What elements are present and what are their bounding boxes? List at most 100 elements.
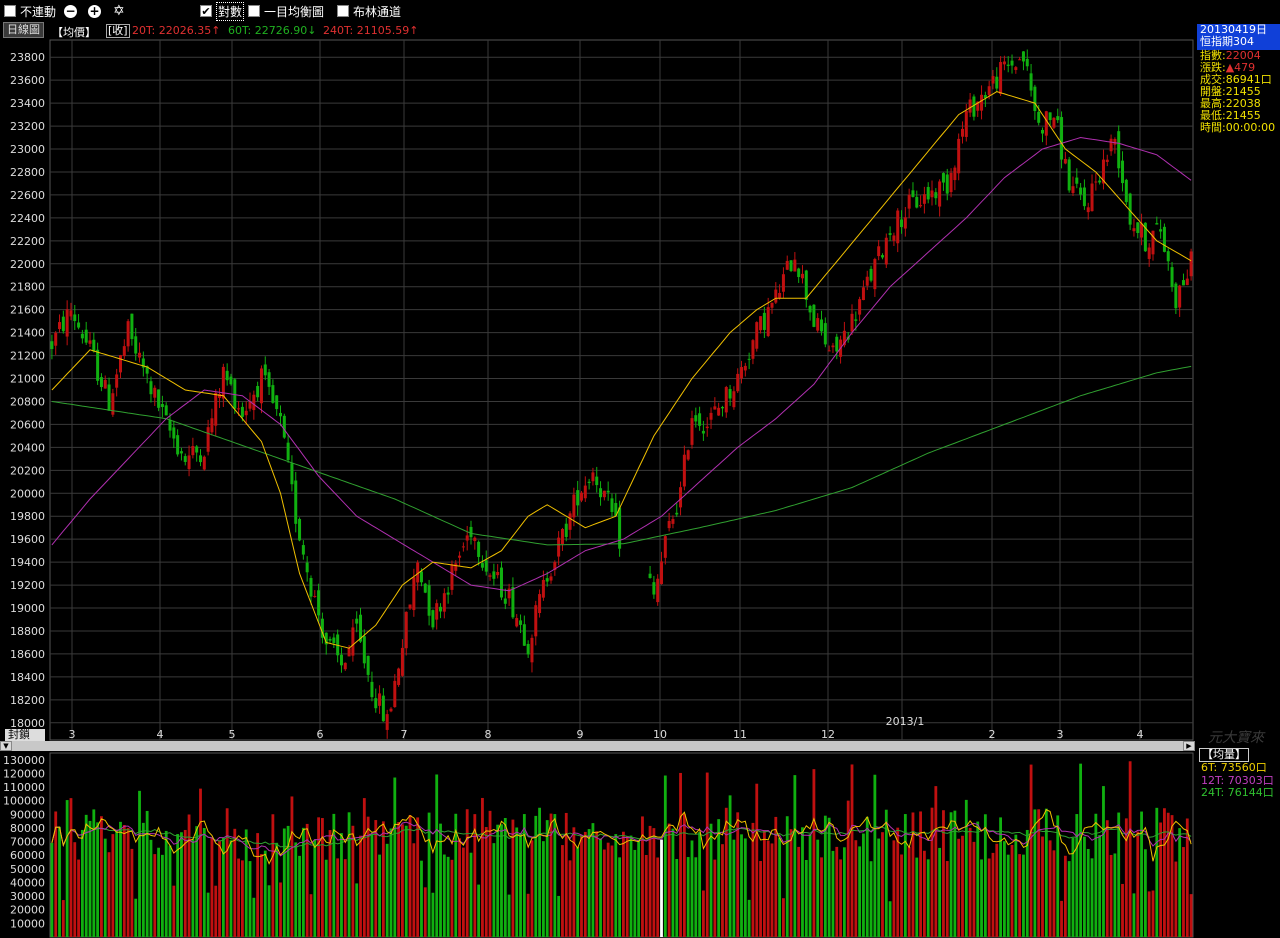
x-tick-label: 4 [1137, 728, 1144, 741]
log-scale-checkbox[interactable]: ✔ [200, 4, 212, 18]
candle-body [816, 318, 820, 331]
volume-bar [762, 829, 766, 937]
volume-chart[interactable]: 1000020000300004000050000600007000080000… [0, 751, 1195, 938]
candle-body [195, 446, 199, 453]
volume-bar [987, 858, 991, 937]
candle-body [663, 536, 667, 558]
candle-body [1010, 60, 1014, 66]
price-tick-label: 18000 [10, 717, 45, 730]
ichimoku-checkbox[interactable] [248, 5, 260, 17]
candle-body [355, 618, 359, 624]
close-price-toggle[interactable]: [收] [106, 24, 130, 38]
candle-body [210, 418, 214, 433]
candle-body [938, 181, 942, 207]
candle-body [732, 391, 736, 408]
x-tick-label: 5 [229, 728, 236, 741]
ichimoku-toggle[interactable]: 一目均衡圖 [248, 3, 324, 19]
minus-circle-icon[interactable]: − [64, 3, 77, 18]
volume-bar [454, 813, 458, 937]
candle-body [713, 406, 717, 410]
zoom-out-button[interactable]: − [64, 3, 77, 19]
gear-icon[interactable]: ✡ [113, 3, 125, 19]
quote-row-label: 時間: [1200, 121, 1226, 134]
ichimoku-label: 一目均衡圖 [264, 4, 325, 19]
candle-body [267, 372, 271, 387]
candle-body [290, 463, 294, 485]
log-scale-toggle[interactable]: ✔ 對數 [200, 1, 245, 21]
candle-body [812, 304, 816, 327]
tab-daily-chart[interactable]: 日線圖 [3, 22, 44, 38]
candle-body [153, 387, 157, 398]
candle-body [964, 110, 968, 137]
volume-bar [50, 842, 54, 937]
candle-body [854, 319, 858, 321]
candle-body [1178, 285, 1182, 308]
candle-body [835, 336, 839, 352]
volume-bar [427, 812, 431, 937]
candle-body [275, 395, 279, 410]
candle-body [911, 190, 915, 197]
candle-body [164, 405, 168, 416]
x-tick-label: 6 [317, 728, 324, 741]
candle-body [313, 595, 317, 597]
candle-body [587, 481, 591, 483]
volume-12-avg-line [51, 821, 1192, 857]
candle-body [279, 412, 283, 417]
lock-checkbox[interactable] [4, 5, 16, 17]
candle-body [225, 370, 229, 381]
settings-button[interactable]: ✡ [113, 3, 125, 19]
candle-body [1147, 247, 1151, 259]
ma20-readout: 20T: 22026.35↑ [132, 24, 221, 37]
volume-bar [576, 847, 580, 937]
candle-body [865, 276, 869, 286]
quote-row-label: 最低: [1200, 109, 1226, 122]
candle-body [107, 384, 111, 411]
bollinger-checkbox[interactable] [337, 5, 349, 17]
candle-body [507, 588, 511, 599]
volume-bar [343, 859, 347, 937]
candle-body [831, 345, 835, 348]
price-tick-label: 22600 [10, 189, 45, 202]
quote-row: 時間:00:00:00 [1197, 122, 1280, 134]
price-tick-label: 22800 [10, 166, 45, 179]
price-tick-label: 23400 [10, 97, 45, 110]
candle-body [442, 593, 446, 612]
volume-bar [858, 846, 862, 937]
volume-bar [130, 848, 134, 937]
price-tick-label: 23000 [10, 143, 45, 156]
volume-bar [271, 814, 275, 937]
ma240-line [51, 365, 1192, 546]
volume-tick-label: 70000 [10, 836, 45, 849]
candle-body [88, 340, 92, 344]
volume-bar [873, 774, 877, 937]
volume-bar [743, 838, 747, 937]
volume-bar [709, 823, 713, 937]
volume-bar [713, 859, 717, 937]
plus-circle-icon[interactable]: + [88, 3, 101, 18]
zoom-in-button[interactable]: + [88, 3, 101, 19]
volume-bar [412, 843, 416, 937]
volume-bar [606, 842, 610, 937]
volume-bar [717, 819, 721, 937]
volume-bar [298, 855, 301, 937]
volume-bar [1189, 894, 1193, 937]
candle-body [960, 128, 964, 137]
candle-body [827, 350, 831, 352]
time-scrollbar[interactable]: ▼ ▶ [0, 741, 1195, 751]
scroll-right-button[interactable]: ▶ [1183, 741, 1195, 751]
scroll-left-button[interactable]: ▼ [0, 741, 12, 751]
candle-body [1174, 283, 1178, 309]
price-chart[interactable]: 18000 18200 18400 18600 18800 19000 19200 19400… [0, 39, 1195, 741]
bollinger-toggle[interactable]: 布林通道 [337, 3, 401, 19]
candle-body [80, 333, 84, 339]
volume-bar [835, 846, 839, 937]
lock-toggle[interactable]: 不連動 [4, 3, 56, 19]
volume-tick-label: 120000 [3, 767, 45, 780]
volume-bar [446, 856, 450, 937]
candle-body [198, 455, 202, 463]
volume-bar [336, 858, 340, 937]
candle-body [458, 555, 462, 558]
volume-bar [1143, 849, 1147, 937]
candle-body [1124, 179, 1128, 203]
